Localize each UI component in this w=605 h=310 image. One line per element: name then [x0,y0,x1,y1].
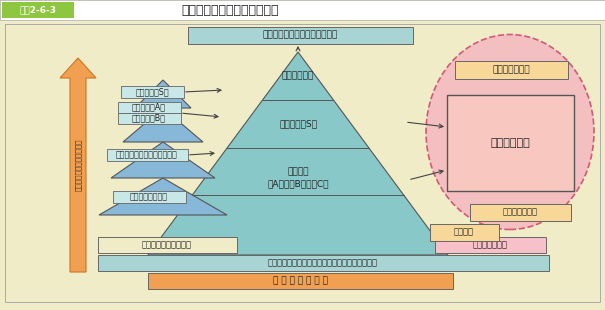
Text: 若手研究（スタートアップ）: 若手研究（スタートアップ） [116,150,178,160]
FancyBboxPatch shape [2,2,74,18]
Ellipse shape [426,34,594,229]
Text: 学術創成研究費: 学術創成研究費 [492,65,530,74]
Text: 特別研究促進費: 特別研究促進費 [503,207,537,216]
FancyBboxPatch shape [117,101,180,113]
FancyBboxPatch shape [120,86,183,98]
Text: 特定領域研究: 特定領域研究 [490,138,530,148]
Text: 国際的に評価の高い研究の推進: 国際的に評価の高い研究の推進 [263,30,338,39]
Text: 萌芽研究: 萌芽研究 [454,228,474,237]
FancyBboxPatch shape [469,203,571,220]
Polygon shape [148,52,448,255]
Text: 図表2-6-3: 図表2-6-3 [19,6,56,15]
FancyBboxPatch shape [0,0,605,20]
Text: （A）・（B）・（C）: （A）・（B）・（C） [267,179,329,188]
FancyBboxPatch shape [97,255,549,271]
Text: 基盤研究（S）: 基盤研究（S） [279,119,317,129]
FancyBboxPatch shape [454,60,567,78]
Polygon shape [123,108,203,142]
FancyBboxPatch shape [446,95,574,191]
FancyBboxPatch shape [97,237,237,253]
Polygon shape [99,178,227,215]
Text: 若手研究（S）: 若手研究（S） [135,87,169,96]
Polygon shape [111,142,215,178]
Text: 若手研究（B）: 若手研究（B） [132,113,166,122]
FancyBboxPatch shape [434,237,546,253]
Text: 研究者の自由な発想に基づく研究の多様性の確保: 研究者の自由な発想に基づく研究の多様性の確保 [268,259,378,268]
FancyBboxPatch shape [148,272,453,289]
FancyBboxPatch shape [117,113,180,123]
Polygon shape [60,58,96,272]
Polygon shape [135,80,191,108]
Text: 特別研究員奨励費: 特別研究員奨励費 [130,193,168,202]
Text: 若手研究者の自立支援: 若手研究者の自立支援 [142,241,192,250]
Text: 基盤研究: 基盤研究 [287,167,309,176]
Text: 特別推進研究: 特別推進研究 [282,72,314,81]
Text: 研究費の規模／研究の発展: 研究費の規模／研究の発展 [74,139,81,191]
FancyBboxPatch shape [113,191,186,203]
FancyBboxPatch shape [106,149,188,161]
Text: 若手研究（A）: 若手研究（A） [132,103,166,112]
FancyBboxPatch shape [188,26,413,43]
FancyBboxPatch shape [5,24,600,302]
Text: 研 究 種 目 の 趣 旨: 研 究 種 目 の 趣 旨 [273,277,327,286]
Text: 新領域の形成等: 新領域の形成等 [473,241,508,250]
Text: 科学研究費補助金の研究種目: 科学研究費補助金の研究種目 [182,3,279,16]
FancyBboxPatch shape [430,224,499,241]
